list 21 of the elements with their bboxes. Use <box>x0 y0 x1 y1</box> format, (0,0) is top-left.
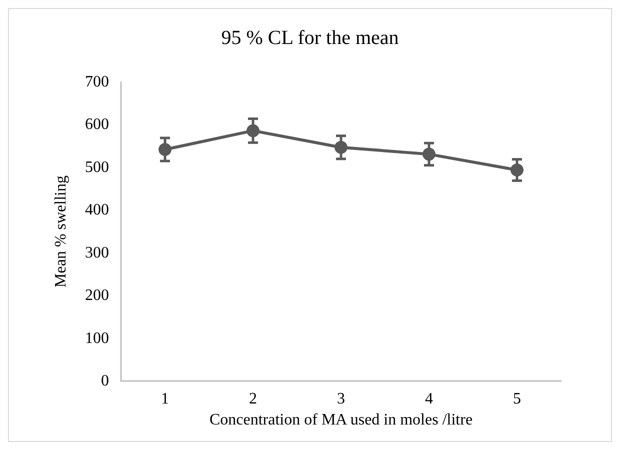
y-tick-label: 200 <box>85 287 109 304</box>
x-tick-label: 5 <box>513 390 521 408</box>
y-tick-label: 400 <box>85 202 109 219</box>
chart-title: 95 % CL for the mean <box>221 27 399 49</box>
point <box>510 163 524 176</box>
x-tick-label: 1 <box>161 390 169 408</box>
x-tick-label: 2 <box>249 390 257 408</box>
y-tick-label: 600 <box>85 116 109 134</box>
x-tick-label: 4 <box>425 390 433 408</box>
point <box>334 140 348 154</box>
x-tick-label: 3 <box>337 390 345 408</box>
y-axis-title: Mean % swelling <box>52 176 70 288</box>
y-tick-label: 300 <box>85 244 109 262</box>
point <box>158 142 172 156</box>
point <box>246 124 260 138</box>
x-axis-title: Concentration of MA used in moles /litre <box>209 411 473 428</box>
y-tick-label: 500 <box>85 158 109 176</box>
y-tick-label: 700 <box>85 74 109 90</box>
point <box>422 148 436 161</box>
y-tick-label: 100 <box>85 330 109 347</box>
y-tick-label: 0 <box>101 372 109 390</box>
